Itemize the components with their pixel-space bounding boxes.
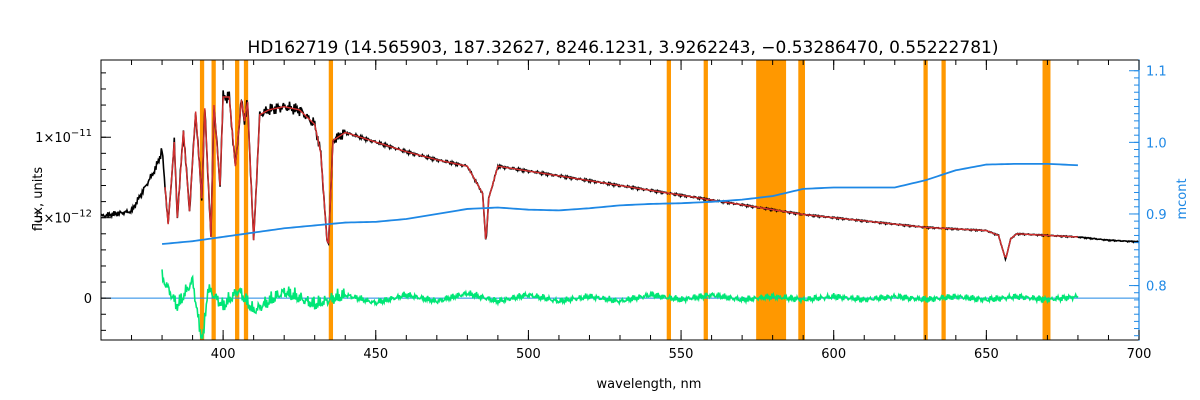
- y-axis-label: flux, units: [31, 167, 46, 232]
- mask-band: [923, 60, 928, 340]
- y-tick-label: 1×10−11: [35, 128, 92, 146]
- mask-band: [1042, 60, 1051, 340]
- mask-band: [941, 60, 946, 340]
- continuum-line: [161, 162, 1078, 245]
- mask-band: [235, 60, 240, 340]
- mask-band: [756, 60, 787, 340]
- y2-tick-label: 0.9: [1146, 208, 1167, 223]
- mask-band: [798, 60, 806, 340]
- y2-tick-label: 0.8: [1146, 280, 1167, 295]
- x-tick-label: 450: [363, 347, 388, 362]
- y2-tick-label: 1.0: [1146, 136, 1167, 151]
- y-tick-label: 5×10−12: [35, 209, 92, 227]
- mask-band: [211, 60, 216, 340]
- residual-line: [161, 269, 1079, 339]
- x-tick-label: 650: [974, 347, 999, 362]
- x-tick-label: 600: [821, 347, 846, 362]
- x-axis-label: wavelength, nm: [597, 377, 702, 392]
- ticks: 400 450 500 550 600 650 700 0 5×10−12 1×10−11 0.8 0…: [35, 60, 1167, 362]
- x-tick-label: 550: [669, 347, 694, 362]
- x-tick-label: 700: [1127, 347, 1152, 362]
- mask-band: [666, 60, 671, 340]
- chart-title: HD162719 (14.565903, 187.32627, 8246.123…: [248, 38, 999, 58]
- y-tick-label: 0: [84, 292, 92, 307]
- plot-curves: [100, 90, 1140, 339]
- y2-axis-label: mcont: [1175, 178, 1190, 219]
- mask-band: [243, 60, 249, 340]
- x-tick-label: 500: [516, 347, 541, 362]
- y2-tick-label: 1.1: [1146, 65, 1167, 80]
- model-spectrum-line: [164, 96, 1078, 259]
- x-tick-label: 400: [211, 347, 236, 362]
